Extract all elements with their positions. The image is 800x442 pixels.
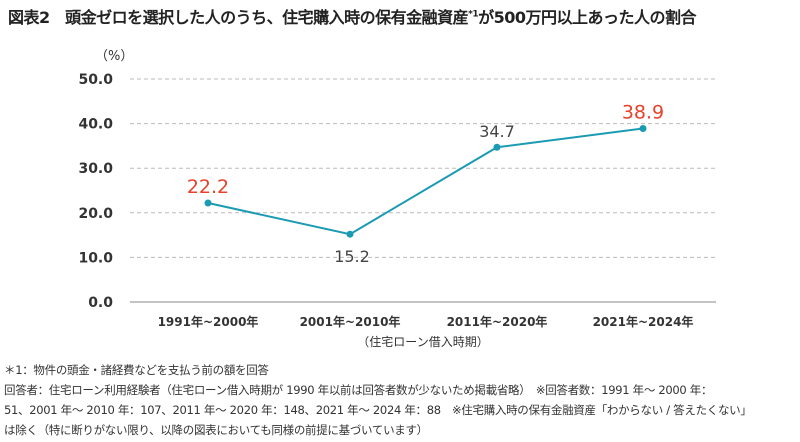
note-4: は除く（特に断りがない限り、以降の図表においても同様の前提に基づいています） (4, 423, 428, 437)
data-label: 15.2 (334, 247, 370, 266)
x-axis-label: （住宅ローン借入時期） (357, 334, 488, 349)
data-point (493, 143, 501, 151)
y-tick-label: 10.0 (78, 250, 113, 266)
data-point (639, 125, 647, 133)
notes: ＊1：物件の頭金・諸経費などを支払う前の額を回答 回答者：住宅ローン利用経験者（… (4, 360, 799, 440)
y-tick-label: 40.0 (78, 117, 113, 133)
x-tick-label: 2011年~2020年 (447, 314, 548, 329)
x-tick-label: 1991年~2000年 (158, 314, 259, 329)
y-tick-label: 20.0 (78, 206, 113, 222)
data-point (204, 199, 212, 207)
x-tick-label: 2001年~2010年 (300, 314, 401, 329)
data-point (346, 230, 354, 238)
note-2: 回答者：住宅ローン利用経験者（住宅ローン借入時期が 1990 年以前は回答者数が… (4, 383, 713, 397)
note-1: ＊1：物件の頭金・諸経費などを支払う前の額を回答 (4, 363, 269, 377)
series-line (207, 127, 644, 236)
line-chart: （%） 0.0 10.0 20.0 30.0 40.0 50.0 1991年~2000年 200… (78, 49, 716, 349)
data-label: 38.9 (622, 102, 664, 124)
y-tick-label: 0.0 (88, 295, 113, 311)
title-footnote-mark: *1 (468, 9, 479, 20)
y-tick-label: 30.0 (78, 161, 113, 177)
chart-title: 図表2 頭金ゼロを選択した人のうち、住宅購入時の保有金融資産*1が500万円以上… (8, 4, 697, 28)
title-main: 図表2 頭金ゼロを選択した人のうち、住宅購入時の保有金融資産 (8, 8, 469, 27)
data-label: 34.7 (479, 122, 515, 141)
x-tick-label: 2021年~2024年 (593, 314, 694, 329)
y-tick-label: 50.0 (78, 72, 113, 88)
note-3: 51、2001 年～ 2010 年：107、2011 年～ 2020 年：148… (4, 403, 752, 417)
title-tail: が500万円以上あった人の割合 (478, 8, 697, 27)
y-axis-unit: （%） (95, 49, 133, 64)
data-label: 22.2 (187, 176, 229, 198)
